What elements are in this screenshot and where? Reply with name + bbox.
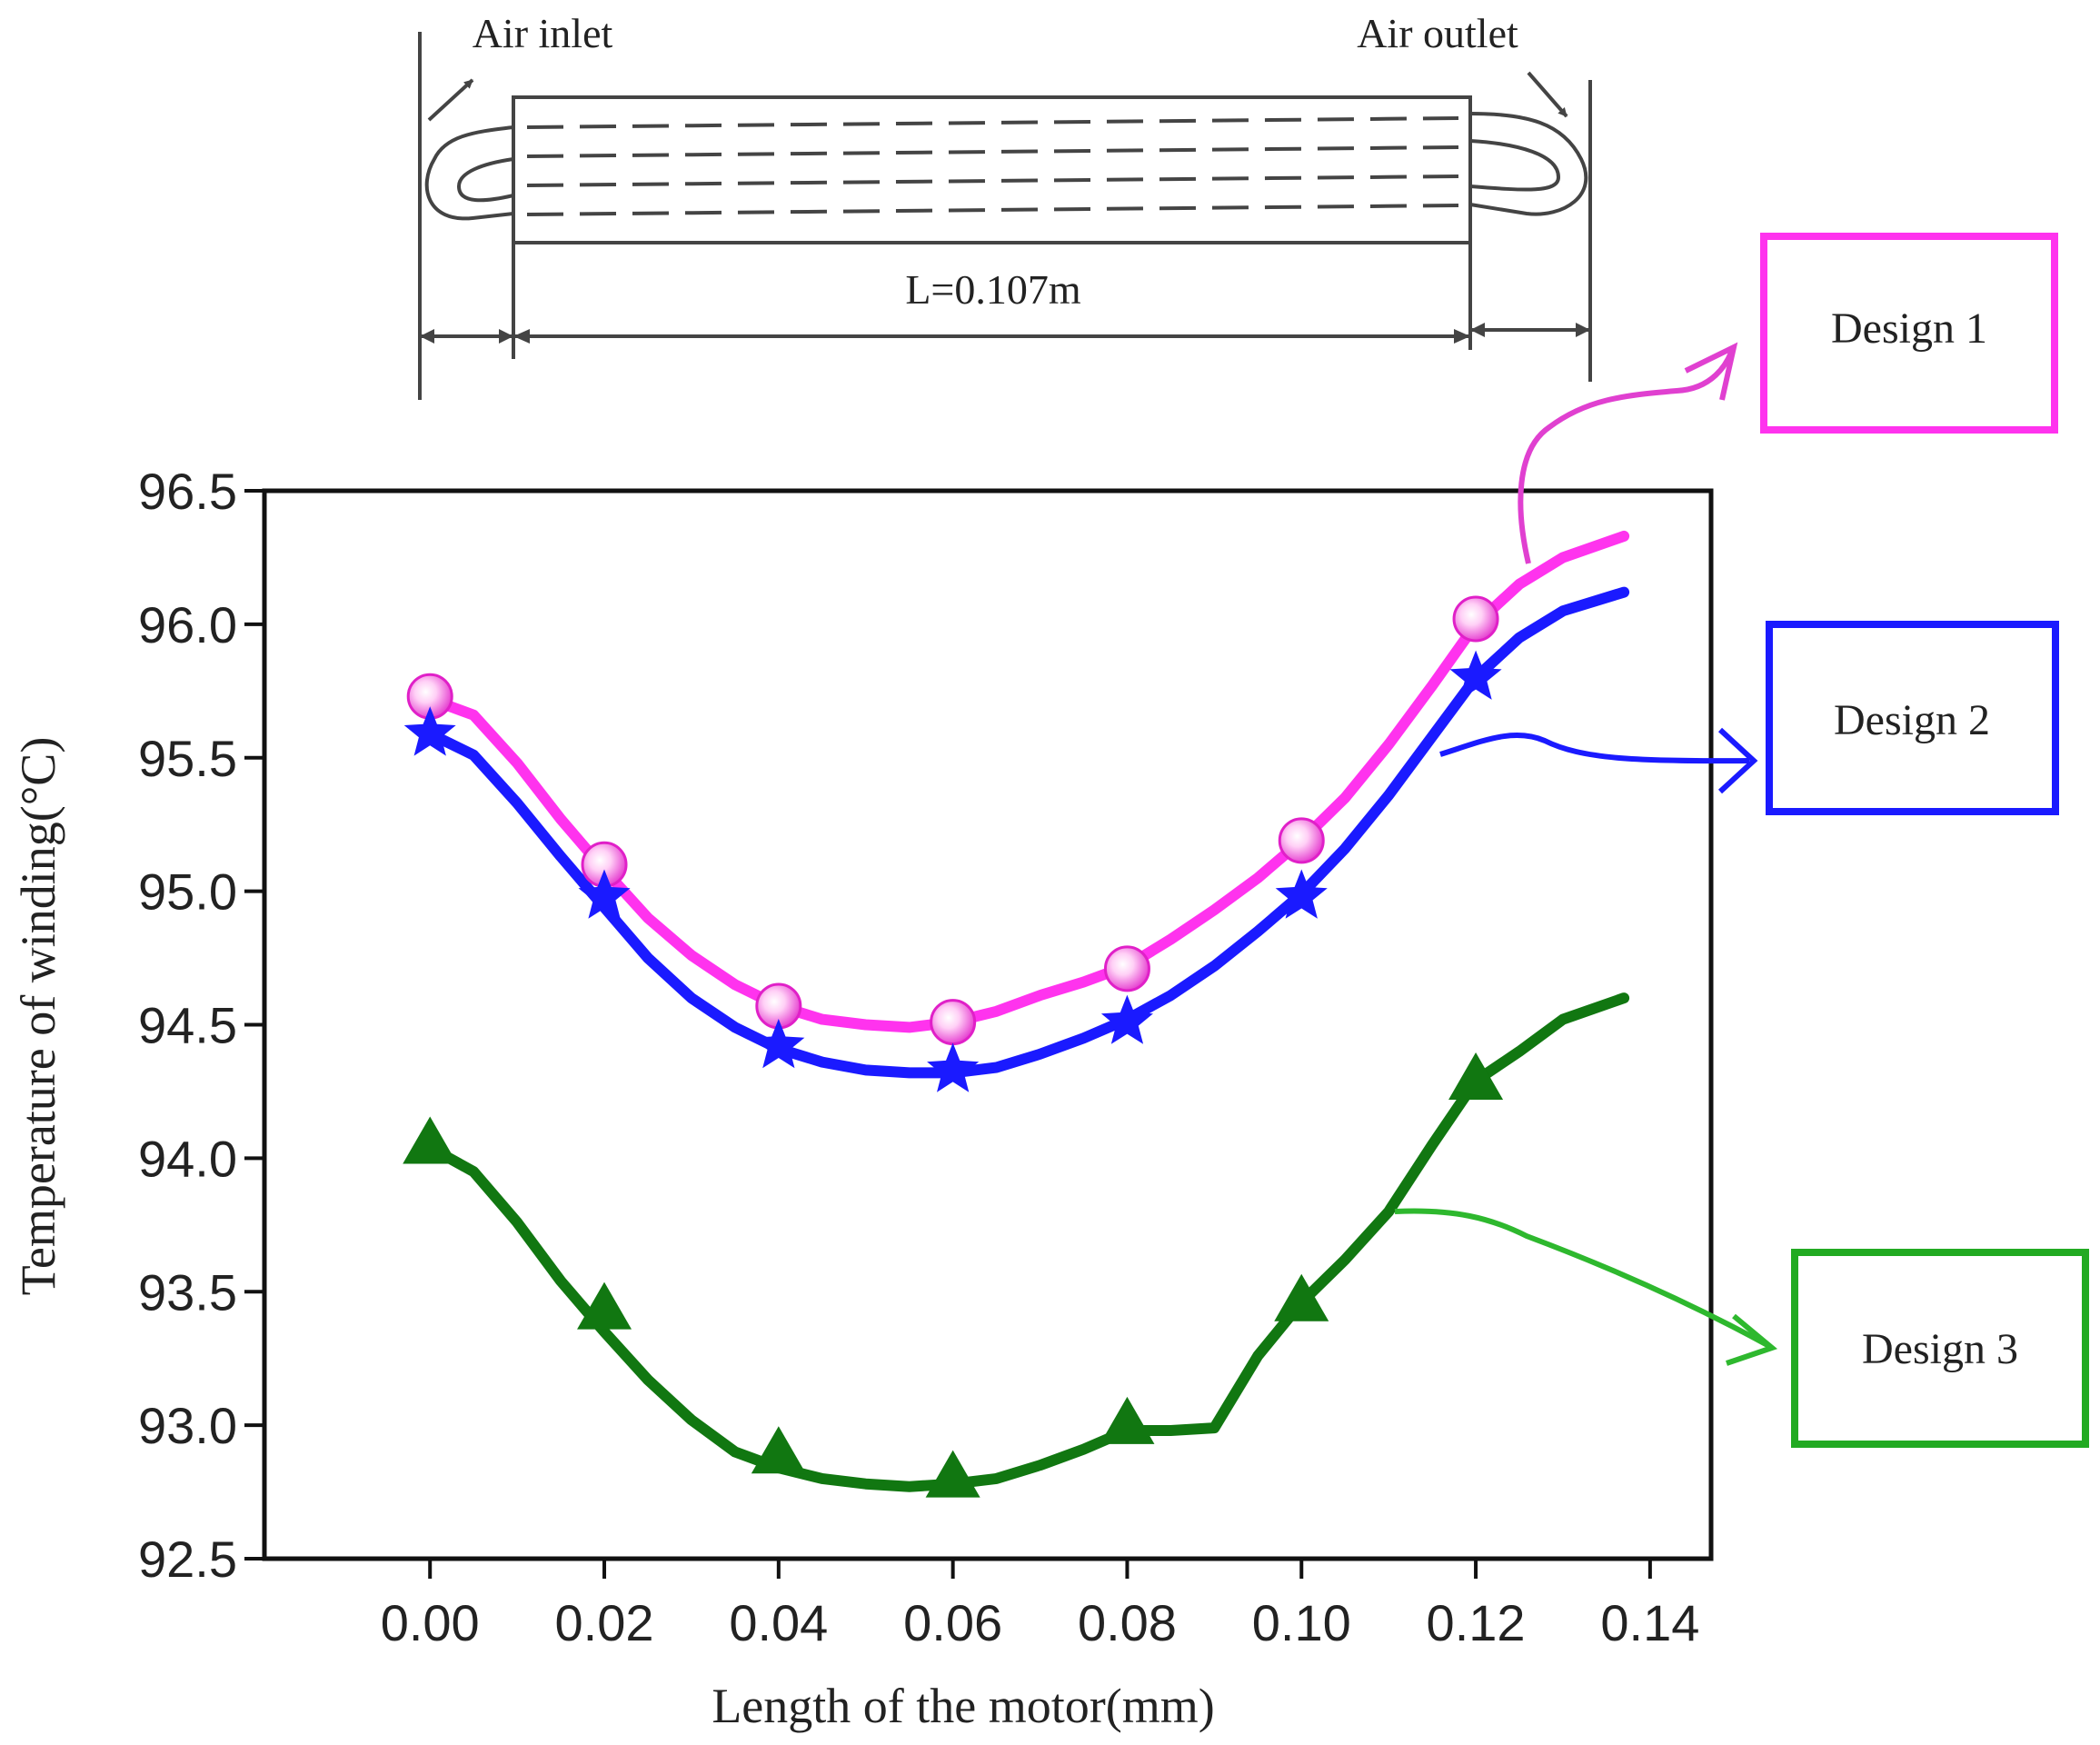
design-3-line [424,992,1630,1492]
design-3-callout [1394,1208,1769,1348]
design-1-marker [930,999,977,1046]
core-length-label: L=0.107m [905,266,1081,313]
y-tick-label: 93.5 [138,1263,237,1321]
design-1-line [424,530,1630,1033]
design-3-marker [751,1426,806,1474]
design-2-marker [1100,994,1153,1044]
design-1-marker [1278,817,1325,864]
y-tick-label: 93.0 [138,1397,237,1454]
x-tick-label: 0.08 [1078,1594,1177,1651]
design-2-marker [927,1042,980,1092]
design-3-box-frame [1791,1249,2089,1448]
air-outlet-label: Air outlet [1357,10,1518,56]
design-3-marker [577,1281,632,1330]
design-2-box-frame [1766,621,2059,815]
right-end-winding-inner [1469,139,1561,192]
y-axis: 92.5 93.0 93.5 94.0 94.5 95.0 95.5 96.0 96.5 [138,463,264,1588]
design-1-callout [1518,351,1734,564]
design-2-marker [1449,650,1502,700]
plot-frame [262,488,1714,1561]
series-layer [424,530,1630,1492]
x-tick-label: 0.14 [1600,1594,1699,1651]
design-2-label: Design 2 [1834,696,1990,744]
x-tick-label: 0.00 [381,1594,480,1651]
design-2-callout [1439,733,1750,764]
air-duct [526,116,1459,129]
x-tick-label: 0.12 [1427,1594,1526,1651]
left-end-winding-inner [456,157,514,203]
air-duct [526,174,1459,187]
design-2-marker [1275,869,1328,919]
design-2-callout-arrowhead [1717,727,1758,794]
design-1-box-frame [1760,233,2058,434]
y-axis-title: Temperature of winding(°C) [11,737,65,1296]
design-3-marker [925,1450,980,1498]
design-2-box: Design 2 [1766,621,2059,815]
x-axis-title: Length of the motor(mm) [712,1679,1214,1733]
air-ducts [526,116,1459,216]
air-outlet-arrow [1527,71,1568,118]
x-tick-label: 0.02 [555,1594,654,1651]
motor-airflow-diagram: Air inlet Air outlet L=0.107m [418,10,1592,400]
air-inlet-label: Air inlet [473,10,613,56]
x-axis: 0.00 0.02 0.04 0.06 0.08 0.10 0.12 0.14 [381,1559,1699,1651]
y-tick-label: 95.0 [138,863,237,921]
design-3-marker [1448,1052,1504,1100]
motor-core-rect [512,95,1472,244]
air-duct [526,204,1459,216]
y-tick-label: 94.5 [138,997,237,1054]
design-2-marker [752,1019,805,1069]
y-tick-label: 94.0 [138,1130,237,1187]
design-1-callout-arrowhead [1684,342,1738,401]
left-end-winding-outer [424,125,514,221]
design-1-label: Design 1 [1831,304,1987,353]
y-tick-label: 96.0 [138,596,237,653]
design-2-marker [403,706,456,756]
outlet-overhang-arrowheads [1470,323,1590,337]
right-end-winding-outer [1469,112,1588,216]
y-tick-label: 96.5 [138,463,237,520]
air-duct [526,145,1459,158]
y-tick-label: 92.5 [138,1531,237,1588]
air-inlet-arrow [427,78,474,122]
design-3-marker [1100,1396,1155,1444]
design-1-box: Design 1 [1760,233,2058,434]
design-3-callout-arrowhead [1726,1313,1778,1366]
design-2-line [424,586,1630,1079]
design-3-label: Design 3 [1862,1325,2018,1373]
x-tick-label: 0.10 [1252,1594,1351,1651]
design-1-marker [1103,945,1150,992]
x-tick-label: 0.04 [729,1594,828,1651]
marker-layer [403,595,1504,1498]
x-tick-label: 0.06 [903,1594,1002,1651]
y-tick-label: 95.5 [138,730,237,787]
design-1-marker [1452,595,1499,643]
design-3-marker [403,1116,458,1164]
design-3-box: Design 3 [1791,1249,2089,1448]
design-2-marker [578,869,631,919]
callouts [1394,342,1778,1366]
design-3-marker [1274,1273,1329,1321]
